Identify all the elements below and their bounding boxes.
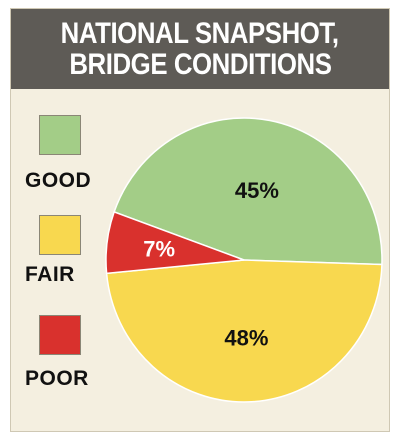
pie-label-fair: 48% bbox=[224, 326, 268, 351]
pie-label-poor: 7% bbox=[143, 236, 175, 261]
legend-swatch-poor bbox=[39, 315, 81, 355]
pie-chart: 45% 48% 7% bbox=[105, 117, 383, 403]
pie-slice-good bbox=[113, 117, 383, 266]
infographic-card: NATIONAL SNAPSHOT, BRIDGE CONDITIONS GOO… bbox=[10, 8, 390, 432]
chart-title-line-1: NATIONAL SNAPSHOT, bbox=[61, 17, 339, 50]
legend-label-good: GOOD bbox=[25, 169, 92, 192]
chart-title-banner: NATIONAL SNAPSHOT, BRIDGE CONDITIONS bbox=[11, 9, 389, 89]
pie-slice-poor bbox=[105, 210, 245, 275]
chart-title-line-2: BRIDGE CONDITIONS bbox=[68, 48, 332, 81]
legend-label-fair: FAIR bbox=[25, 263, 75, 286]
legend-swatch-good bbox=[39, 115, 81, 155]
legend-swatch-fair bbox=[39, 215, 81, 255]
pie-slice-fair bbox=[105, 259, 383, 403]
legend-label-poor: POOR bbox=[25, 367, 89, 390]
pie-label-good: 45% bbox=[235, 178, 279, 203]
